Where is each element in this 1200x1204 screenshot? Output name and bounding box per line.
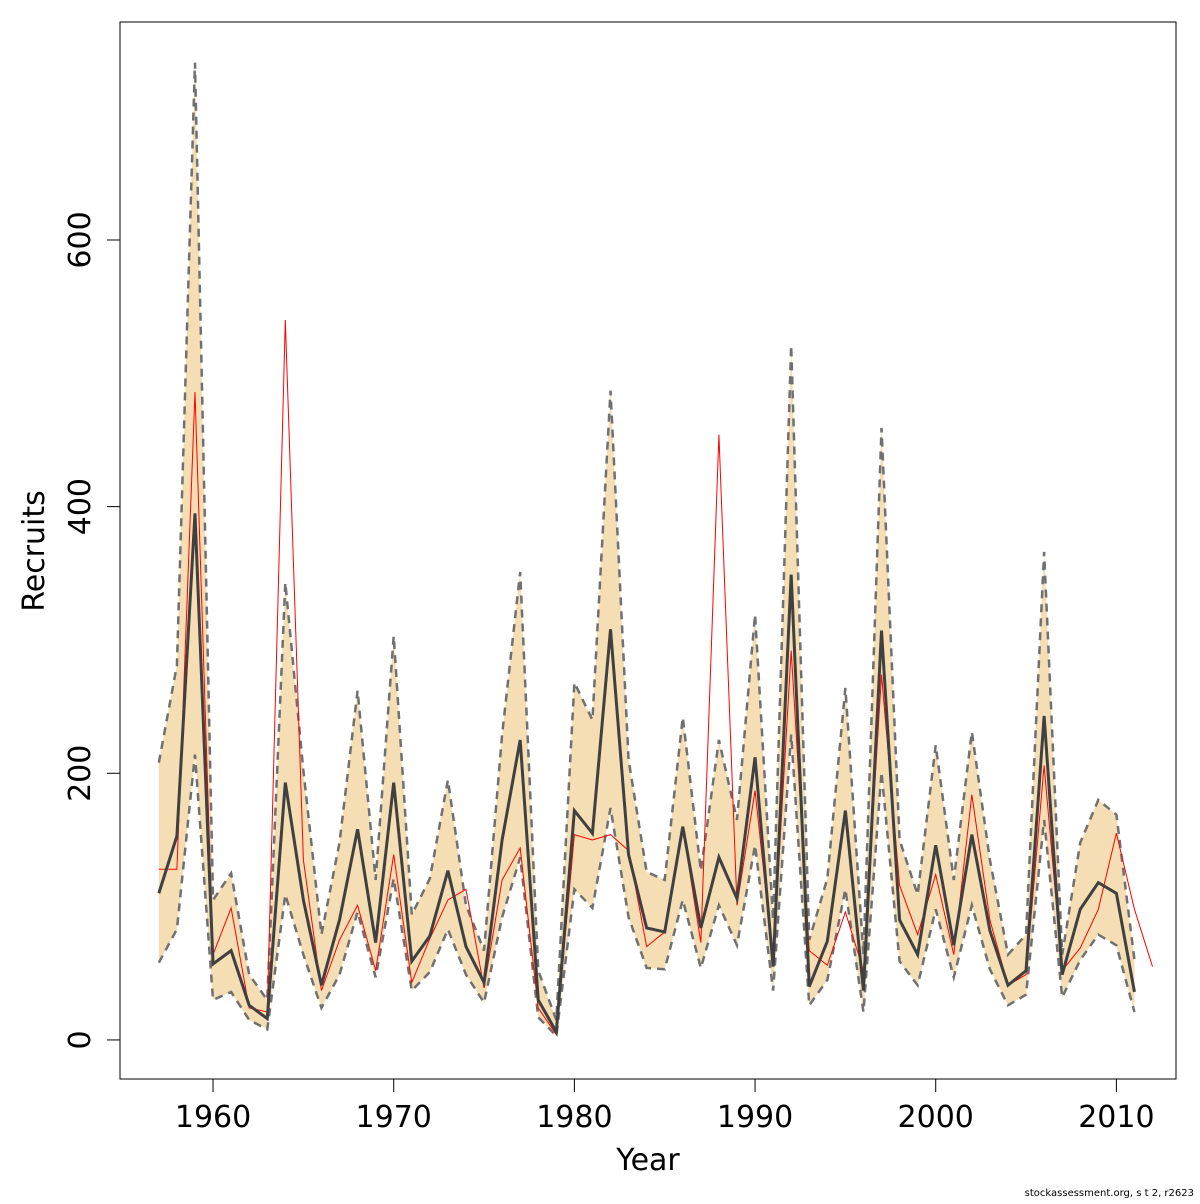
x-tick-label: 2000 [898, 1100, 974, 1135]
footnote: stockassessment.org, s t 2, r2623 [1025, 1188, 1194, 1199]
x-axis-label: Year [615, 1143, 680, 1178]
series-line [158, 319, 1153, 1037]
x-tick-label: 1960 [175, 1100, 251, 1135]
series-line [157, 513, 1136, 1037]
y-axis-label: Recruits [17, 490, 52, 612]
y-tick-label: 600 [63, 211, 98, 268]
x-tick-label: 1990 [717, 1100, 793, 1135]
x-tick-label: 1980 [536, 1100, 612, 1135]
y-tick-label: 200 [63, 745, 98, 802]
y-tick-label: 0 [63, 1030, 98, 1049]
x-tick-label: 2010 [1078, 1100, 1154, 1135]
band-lower [157, 734, 1136, 1039]
x-tick-label: 1970 [356, 1100, 432, 1135]
y-tick-label: 400 [63, 478, 98, 535]
